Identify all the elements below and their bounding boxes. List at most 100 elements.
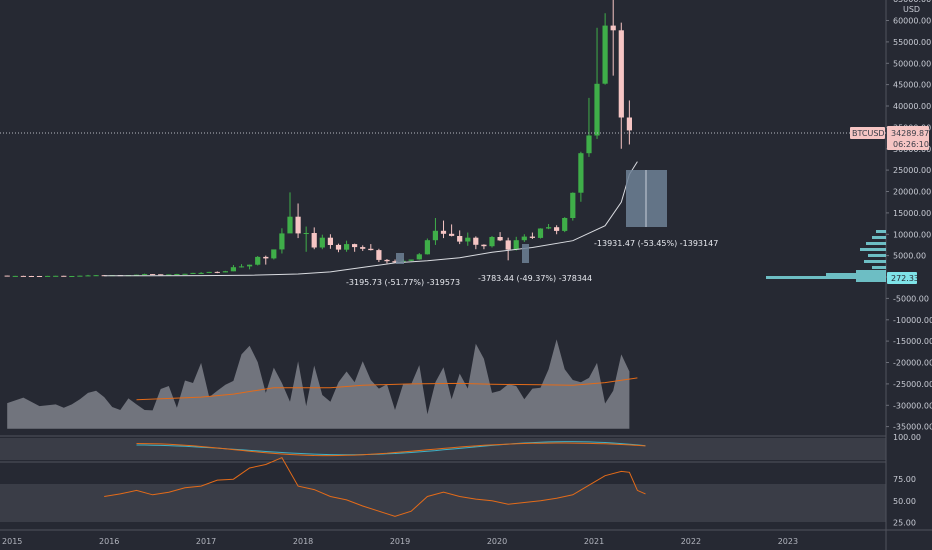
candle-body[interactable] [594,83,600,136]
rsi-band-bg [0,484,886,522]
candle-body[interactable] [416,254,422,260]
moving-average-line [104,161,638,277]
candle-body[interactable] [384,259,390,262]
candle-body[interactable] [303,233,309,234]
candle-body[interactable] [198,272,204,274]
candle-body[interactable] [376,250,382,260]
macd-signal-line [136,442,646,457]
volume-profile-bar [868,254,886,257]
candle-body[interactable] [190,272,196,274]
candle-body[interactable] [327,237,333,245]
candle-body[interactable] [562,218,568,231]
candle-body[interactable] [505,240,511,250]
candle-body[interactable] [570,192,576,218]
candle-body[interactable] [546,227,552,229]
candle-body[interactable] [263,256,269,259]
candle-body[interactable] [69,276,75,277]
candle-body[interactable] [230,267,236,272]
candle-body[interactable] [36,276,43,277]
oscillator-axis-label: 50.00 [893,497,916,506]
candle-body[interactable] [440,230,447,234]
candle-body[interactable] [12,275,18,277]
marker-value-label: 272.33 [891,274,919,283]
candle-body[interactable] [279,233,285,250]
price-axis-label: 60000.00 [893,17,931,26]
price-axis-label: 65000.00 [893,0,931,4]
time-axis-label: 2020 [487,537,507,546]
time-axis-label: 2023 [778,537,798,546]
candle-body[interactable] [28,276,34,277]
candle-body[interactable] [214,271,220,273]
candle-body[interactable] [497,237,503,241]
candle-body[interactable] [61,275,67,277]
candle-body[interactable] [457,236,463,242]
candle-body[interactable] [77,275,83,277]
candle-body[interactable] [602,25,608,84]
candle-body[interactable] [45,275,51,277]
candle-body[interactable] [481,244,487,247]
symbol-label: BTCUSD [852,129,885,138]
measure-box[interactable] [396,253,404,264]
candle-body[interactable] [610,25,616,31]
candle-body[interactable] [335,244,342,250]
candle-body[interactable] [271,249,277,259]
candle-body[interactable] [449,233,455,236]
candle-body[interactable] [618,30,624,118]
candle-body[interactable] [344,244,350,250]
candle-body[interactable] [554,227,560,231]
candle-body[interactable] [424,240,430,255]
candle-body[interactable] [352,244,358,248]
candle-body[interactable] [20,275,26,277]
candle-body[interactable] [4,275,10,277]
countdown-label: 06:26:10 [893,140,929,149]
volume-profile-bar [860,248,886,251]
volume-profile-bar [856,270,886,273]
candle-body[interactable] [537,228,544,238]
volume-profile-bar [872,266,886,269]
candle-body[interactable] [93,275,99,277]
candle-body[interactable] [150,274,156,276]
candle-body[interactable] [319,237,325,248]
price-axis-label: 55000.00 [893,38,931,47]
candle-body[interactable] [222,271,228,273]
candle-body[interactable] [53,275,59,277]
candle-body[interactable] [311,233,317,248]
candle-body[interactable] [174,274,180,275]
measure-box[interactable] [522,244,529,263]
price-axis-label: -15000.00 [893,337,932,346]
candle-body[interactable] [489,237,495,247]
price-axis-label: 50000.00 [893,59,931,68]
candle-body[interactable] [392,261,398,263]
candle-body[interactable] [521,236,527,241]
candle-body[interactable] [238,266,245,268]
candle-body[interactable] [586,135,592,154]
candle-body[interactable] [529,236,535,238]
currency-label: USD [903,5,920,14]
candle-body[interactable] [295,216,301,234]
candle-body[interactable] [578,153,584,193]
time-axis[interactable]: 2015 2016 2017 2018 2019 2020 2021 2022 2023 [2,537,798,546]
candle-body[interactable] [142,274,148,276]
candle-body[interactable] [360,247,366,249]
candle-body[interactable] [133,274,140,276]
candle-body[interactable] [473,237,479,245]
candle-body[interactable] [368,248,374,251]
volume-profile-bar [866,242,886,245]
oscillator-axis[interactable]: 100.00 75.00 50.00 25.00 [893,433,921,527]
candle-body[interactable] [432,230,438,241]
candle-body[interactable] [166,274,172,276]
candle-body[interactable] [513,240,519,250]
candle-body[interactable] [158,274,164,276]
candle-body[interactable] [85,275,91,277]
candle-body[interactable] [206,271,212,273]
candle-body[interactable] [465,237,471,242]
volume-profile-bar [872,236,886,239]
price-axis[interactable]: 65000.00 60000.00 55000.00 50000.00 45000.00… [886,0,932,432]
candle-body[interactable] [255,256,261,265]
candle-body[interactable] [247,264,253,267]
candle-body[interactable] [626,117,632,131]
candle-body[interactable] [287,216,293,234]
candle-body[interactable] [182,273,188,275]
candle-body[interactable] [408,259,414,261]
